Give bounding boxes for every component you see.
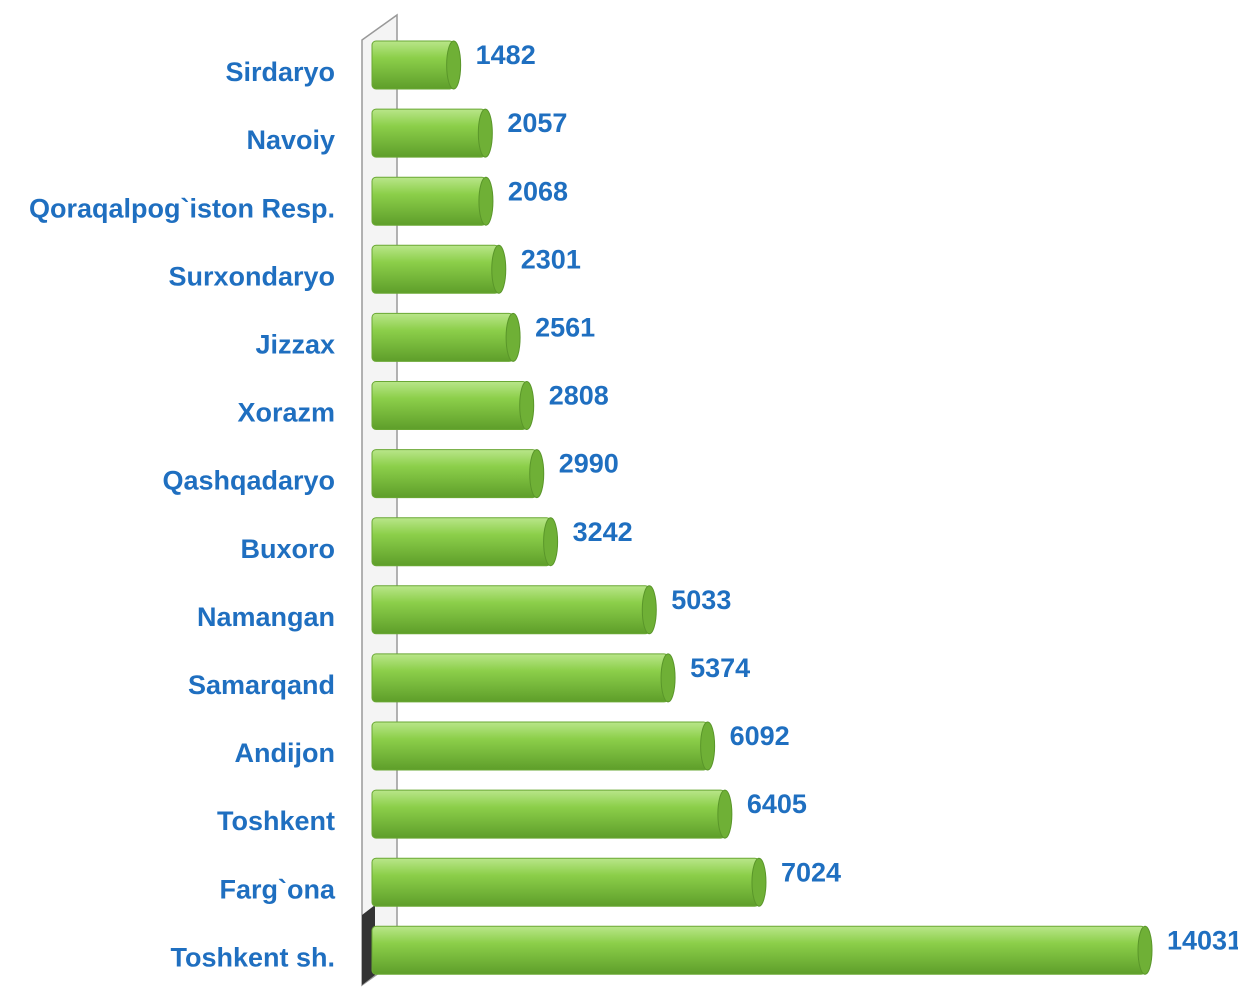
bar [371,857,760,907]
bar [371,721,709,771]
category-label: Sirdaryo [225,57,335,87]
category-label: Andijon [235,738,335,768]
bar [371,449,538,499]
bar-cap [478,176,494,226]
value-label: 2057 [507,108,567,138]
bar-cap [700,721,716,771]
bar [371,653,669,703]
category-label: Jizzax [255,330,335,360]
category-label: Toshkent [217,806,335,836]
value-label: 3242 [573,517,633,547]
value-label: 5033 [671,585,731,615]
bar [371,244,500,294]
category-label: Xorazm [237,398,335,428]
bar [371,176,487,226]
bar [371,40,455,90]
bar-cap [446,40,462,90]
category-label: Namangan [197,602,335,632]
category-label: Qashqadaryo [162,466,335,496]
category-label: Qoraqalpog`iston Resp. [29,193,335,223]
value-label: 2068 [508,176,568,206]
bar [371,789,726,839]
bar-cap [751,857,767,907]
value-label: 2561 [535,313,595,343]
bar [371,517,552,567]
bar [371,381,528,430]
category-label: Samarqand [188,670,335,700]
bar-cap [543,517,559,567]
value-label: 2301 [521,244,581,274]
value-label: 14031 [1167,925,1238,955]
bar [371,925,1146,975]
bar [371,108,486,158]
value-label: 2808 [549,381,609,411]
bar-cap [491,244,507,294]
bar-cap [519,381,535,430]
bar-cap [660,653,676,703]
value-label: 1482 [476,40,536,70]
bar [371,312,514,362]
category-label: Toshkent sh. [170,942,335,972]
bar-cap [477,108,493,158]
axis-wall [361,13,398,987]
bar [371,585,650,635]
value-label: 7024 [781,857,841,887]
bar-cap [505,312,521,362]
category-label: Surxondaryo [168,261,335,291]
category-label: Buxoro [241,534,336,564]
value-label: 5374 [690,653,750,683]
bar-cap [717,789,733,839]
category-label: Navoiy [246,125,335,155]
value-label: 2990 [559,449,619,479]
bar-cap [1137,925,1153,975]
bar-cap [641,585,657,635]
bar-cap [529,449,545,499]
value-label: 6092 [730,721,790,751]
value-label: 6405 [747,789,807,819]
category-label: Farg`ona [219,874,335,904]
